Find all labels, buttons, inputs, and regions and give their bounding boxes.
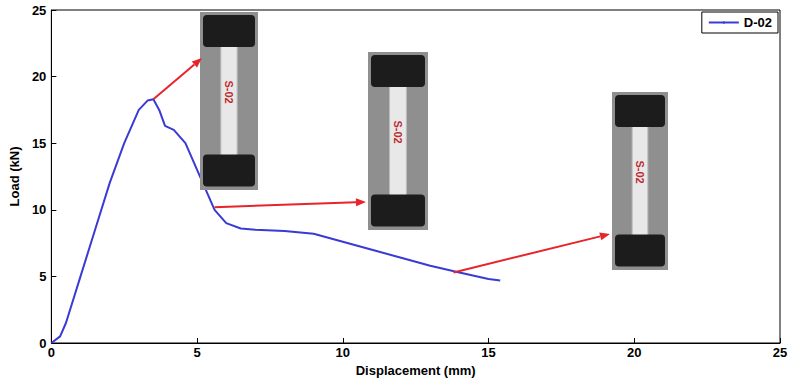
svg-text:15: 15 xyxy=(481,345,495,360)
svg-text:Displacement (mm): Displacement (mm) xyxy=(356,363,476,378)
svg-text:0: 0 xyxy=(39,336,46,351)
svg-text:10: 10 xyxy=(32,202,46,217)
svg-text:0: 0 xyxy=(48,345,55,360)
svg-text:S-02: S-02 xyxy=(223,80,235,103)
svg-text:15: 15 xyxy=(32,136,46,151)
svg-text:5: 5 xyxy=(39,269,46,284)
svg-text:10: 10 xyxy=(336,345,350,360)
svg-text:20: 20 xyxy=(32,69,46,84)
svg-text:D-02: D-02 xyxy=(744,15,772,30)
svg-text:25: 25 xyxy=(773,345,787,360)
svg-text:5: 5 xyxy=(193,345,200,360)
svg-text:S-02: S-02 xyxy=(392,120,404,143)
svg-text:20: 20 xyxy=(627,345,641,360)
svg-text:S-02: S-02 xyxy=(634,160,646,183)
svg-text:25: 25 xyxy=(32,3,46,18)
svg-text:Load (kN): Load (kN) xyxy=(7,147,22,207)
